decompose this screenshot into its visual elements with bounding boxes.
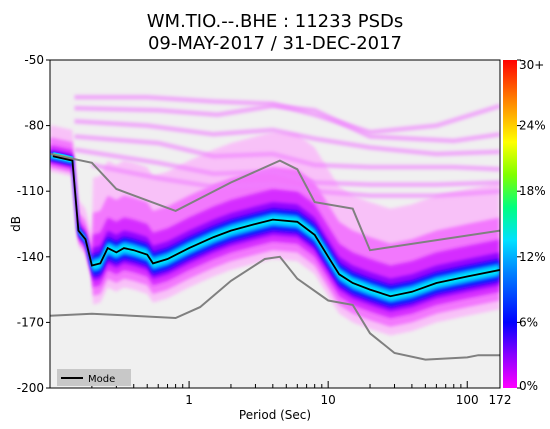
pdf-density-layer bbox=[50, 94, 500, 336]
colorbar-tick-label-5: 30+ bbox=[519, 58, 544, 72]
x-axis-label: Period (Sec) bbox=[239, 408, 311, 422]
density-band-5 bbox=[50, 153, 500, 304]
x-tick-label-1: 10 bbox=[321, 393, 336, 407]
noise-streak-2 bbox=[74, 118, 500, 157]
x-tick-label-2: 100 bbox=[456, 393, 479, 407]
y-tick-label-5: -200 bbox=[17, 381, 44, 395]
colorbar-tick-label-0: 0% bbox=[519, 379, 538, 393]
colorbar-tick-label-1: 6% bbox=[519, 315, 538, 329]
mode-line bbox=[52, 155, 500, 298]
x-tick-label-0: 1 bbox=[185, 393, 193, 407]
y-tick-label-1: -80 bbox=[24, 119, 44, 133]
colorbar bbox=[503, 60, 517, 388]
y-tick-label-4: -170 bbox=[17, 315, 44, 329]
colorbar-tick-label-2: 12% bbox=[519, 250, 546, 264]
y-tick-label-0: -50 bbox=[24, 53, 44, 67]
x-axis: 1 10 100 172 bbox=[91, 381, 512, 407]
colorbar-tick-label-3: 18% bbox=[519, 184, 546, 198]
y-tick-label-3: -140 bbox=[17, 250, 44, 264]
density-band-6 bbox=[50, 154, 500, 300]
noise-streak-4 bbox=[74, 147, 500, 187]
colorbar-axis: 0% 6% 12% 18% 24% 30+ bbox=[517, 58, 546, 393]
plot-frame bbox=[49, 59, 501, 389]
chart-title-line1: WM.TIO.--.BHE : 11233 PSDs bbox=[147, 11, 404, 32]
high-noise-model-line bbox=[50, 153, 500, 252]
y-tick-label-2: -110 bbox=[17, 184, 44, 198]
chart-title-line2: 09-MAY-2017 / 31-DEC-2017 bbox=[148, 33, 402, 54]
legend-mode-label: Mode bbox=[88, 374, 115, 385]
noise-streak-1 bbox=[74, 103, 500, 144]
y-axis-label: dB bbox=[9, 216, 23, 232]
legend: Mode bbox=[57, 369, 131, 386]
y-axis: -50 -80 -110 -140 -170 -200 bbox=[17, 53, 50, 395]
noise-streak-3 bbox=[74, 134, 500, 172]
low-noise-model-line bbox=[50, 255, 500, 361]
colorbar-tick-label-4: 24% bbox=[519, 119, 546, 133]
legend-box bbox=[57, 369, 131, 386]
noise-streak-5 bbox=[91, 162, 500, 198]
x-tick-label-3: 172 bbox=[489, 393, 512, 407]
density-band-4 bbox=[50, 152, 500, 307]
